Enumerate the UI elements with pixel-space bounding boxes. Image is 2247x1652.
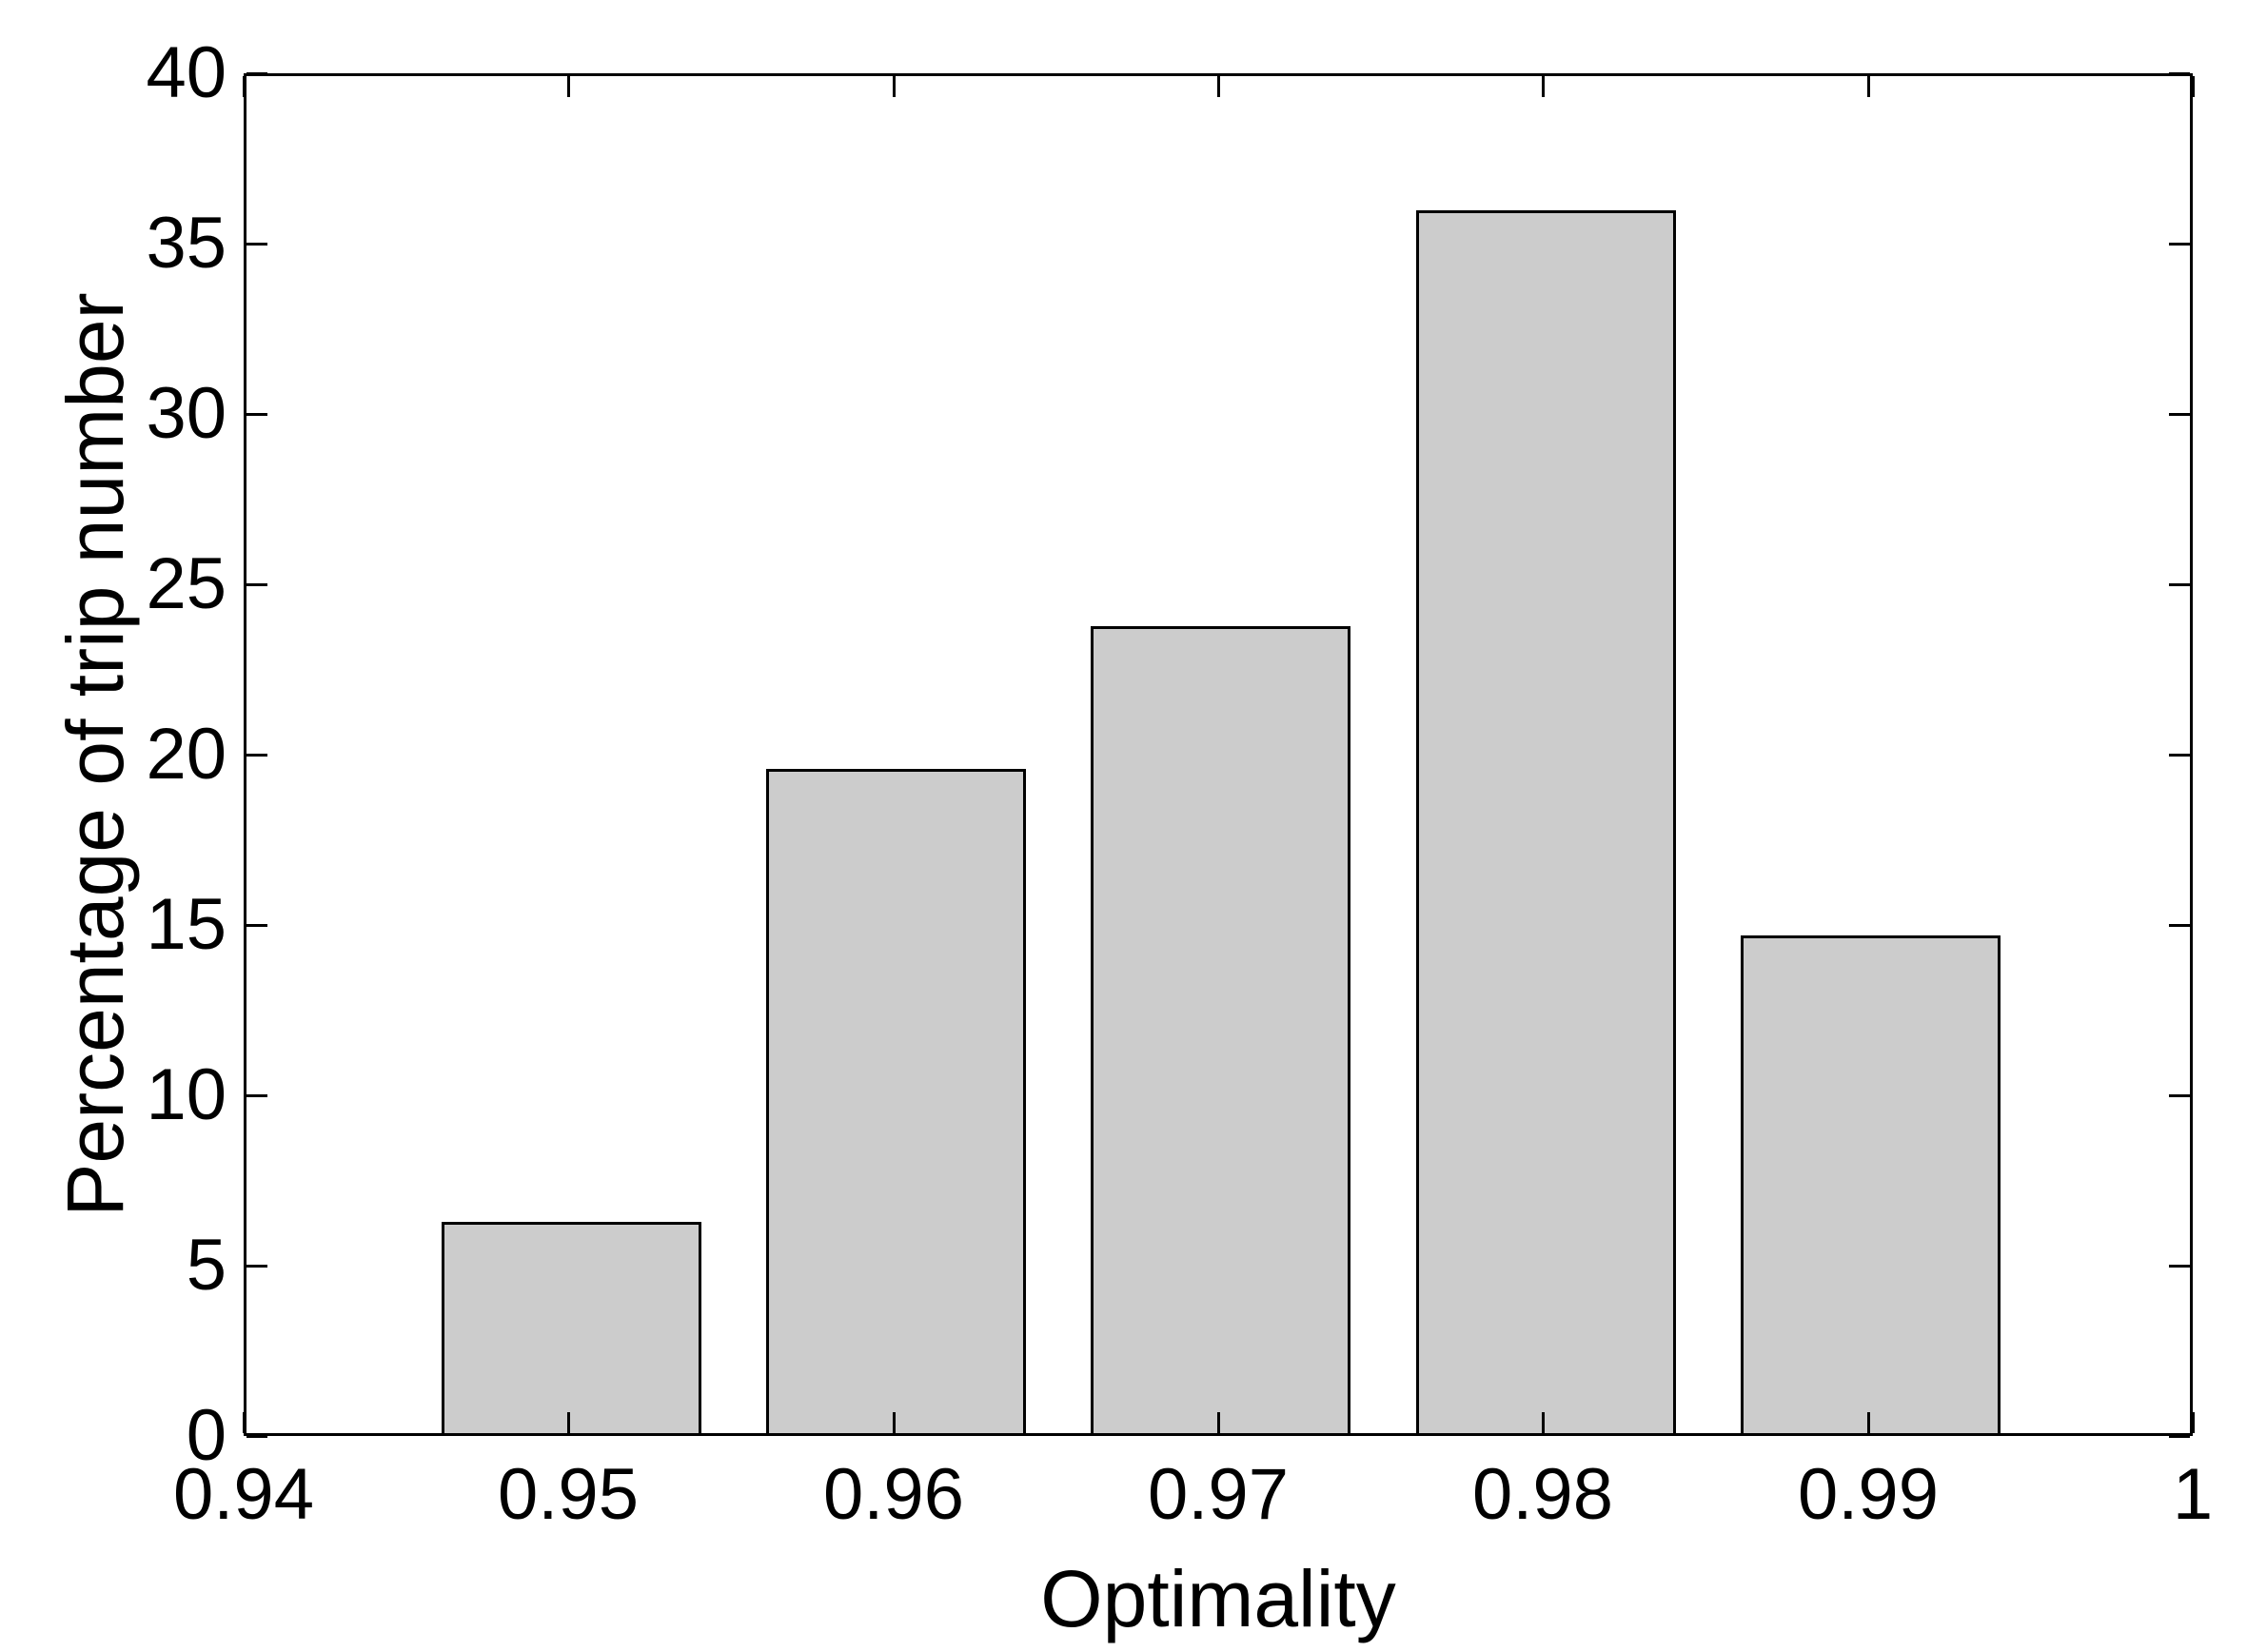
x-tick-top <box>242 76 246 97</box>
y-tick-right <box>2169 923 2190 927</box>
y-tick-label: 5 <box>186 1225 227 1306</box>
x-tick-bottom <box>892 1412 896 1433</box>
y-tick-right <box>2169 1434 2190 1438</box>
x-tick-label: 0.99 <box>1798 1454 1939 1535</box>
y-tick-left <box>246 1264 267 1268</box>
x-tick-bottom <box>2191 1412 2195 1433</box>
y-tick-right <box>2169 1093 2190 1097</box>
y-tick-left <box>246 412 267 416</box>
y-tick-left <box>246 242 267 246</box>
bar-0.96 <box>766 769 1026 1433</box>
bar-0.97 <box>1091 626 1350 1433</box>
x-tick-top <box>566 76 570 97</box>
x-tick-bottom <box>1866 1412 1870 1433</box>
y-tick-right <box>2169 582 2190 586</box>
bar-0.98 <box>1416 210 1676 1433</box>
y-tick-right <box>2169 1264 2190 1268</box>
y-tick-label: 30 <box>146 373 227 454</box>
y-tick-right <box>2169 412 2190 416</box>
y-tick-label: 10 <box>146 1054 227 1135</box>
x-axis-label: Optimality <box>1040 1554 1396 1643</box>
y-tick-left <box>246 1093 267 1097</box>
x-tick-top <box>892 76 896 97</box>
bar-0.99 <box>1741 935 2001 1433</box>
x-tick-top <box>1541 76 1545 97</box>
x-tick-top <box>1216 76 1220 97</box>
y-tick-left <box>246 923 267 927</box>
x-tick-top <box>1866 76 1870 97</box>
y-tick-left <box>246 753 267 757</box>
y-tick-label: 40 <box>146 32 227 113</box>
x-tick-label: 0.96 <box>823 1454 964 1535</box>
x-tick-bottom <box>1216 1412 1220 1433</box>
y-tick-right <box>2169 242 2190 246</box>
x-tick-bottom <box>566 1412 570 1433</box>
x-tick-label: 0.98 <box>1472 1454 1613 1535</box>
x-tick-bottom <box>242 1412 246 1433</box>
x-tick-top <box>2191 76 2195 97</box>
x-tick-label: 0.95 <box>498 1454 639 1535</box>
plot-area <box>242 71 2195 1438</box>
y-tick-label: 25 <box>146 543 227 624</box>
y-tick-label: 0 <box>186 1395 227 1476</box>
y-tick-right <box>2169 753 2190 757</box>
y-tick-left <box>246 1434 267 1438</box>
y-tick-left <box>246 71 267 75</box>
bar-0.95 <box>442 1222 701 1433</box>
y-tick-right <box>2169 71 2190 75</box>
x-tick-label: 1 <box>2172 1454 2214 1535</box>
x-tick-bottom <box>1541 1412 1545 1433</box>
y-tick-label: 35 <box>146 203 227 284</box>
x-tick-label: 0.94 <box>173 1454 314 1535</box>
y-tick-left <box>246 582 267 586</box>
y-tick-label: 15 <box>146 884 227 965</box>
y-tick-label: 20 <box>146 714 227 795</box>
x-tick-label: 0.97 <box>1148 1454 1289 1535</box>
